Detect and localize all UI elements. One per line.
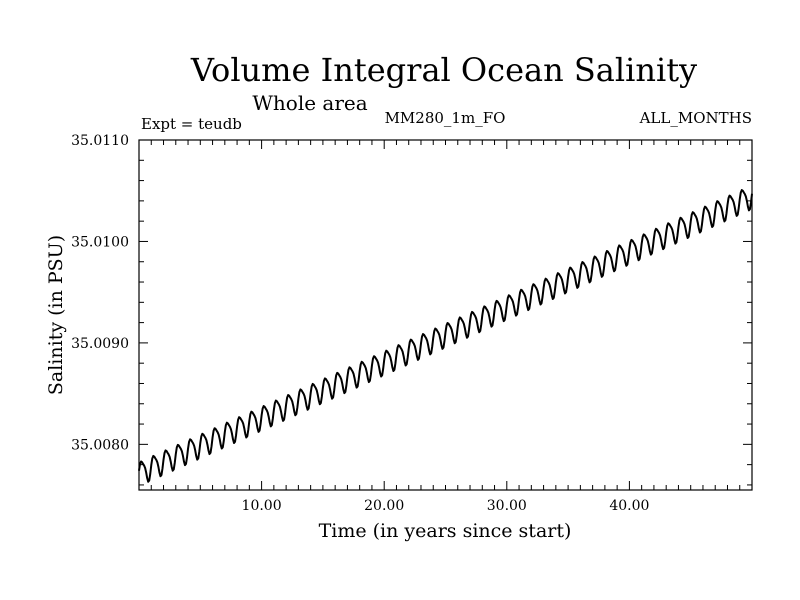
plot-frame: [138, 139, 753, 491]
x-tick-label: 30.00: [487, 498, 527, 514]
y-axis-label: Salinity (in PSU): [45, 235, 67, 395]
x-tick-label: 40.00: [609, 498, 649, 514]
x-tick-label: 10.00: [242, 498, 282, 514]
axis-tick-labels: 10.00 20.00 30.00 40.00 35.0080 35.0090 35.010…: [71, 133, 649, 514]
y-tick-label: 35.0080: [71, 437, 129, 453]
months-label: ALL_MONTHS: [639, 109, 752, 127]
salinity-series-line: [138, 189, 753, 483]
run-label: MM280_1m_FO: [385, 109, 506, 127]
x-tick-label: 20.00: [364, 498, 404, 514]
y-tick-label: 35.0100: [71, 234, 129, 250]
y-tick-label: 35.0110: [71, 133, 129, 149]
x-axis-label: Time (in years since start): [319, 520, 572, 542]
chart-title: Volume Integral Ocean Salinity: [190, 51, 697, 89]
expt-label: Expt = teudb: [141, 115, 242, 133]
chart-subtitle: Whole area: [252, 91, 367, 115]
axis-ticks: [138, 139, 753, 490]
y-tick-label: 35.0090: [71, 336, 129, 352]
